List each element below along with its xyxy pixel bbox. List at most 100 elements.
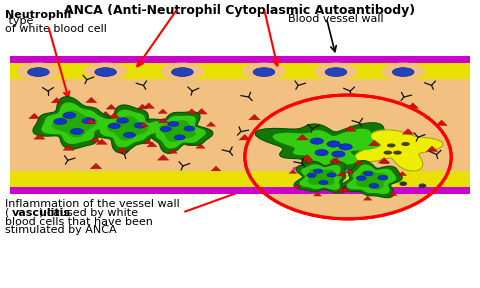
Ellipse shape <box>168 122 179 126</box>
Polygon shape <box>106 104 116 109</box>
Bar <box>0 0 10 288</box>
Bar <box>10 63 470 79</box>
Ellipse shape <box>313 169 323 173</box>
Ellipse shape <box>174 135 185 140</box>
Ellipse shape <box>362 170 406 186</box>
Polygon shape <box>187 109 196 113</box>
Ellipse shape <box>276 170 319 186</box>
Ellipse shape <box>134 123 146 128</box>
Polygon shape <box>142 112 213 153</box>
Polygon shape <box>117 147 127 152</box>
Ellipse shape <box>363 171 373 176</box>
Ellipse shape <box>319 180 328 185</box>
Ellipse shape <box>184 126 195 131</box>
Polygon shape <box>345 126 356 131</box>
Ellipse shape <box>310 138 324 144</box>
Ellipse shape <box>387 143 396 147</box>
Circle shape <box>380 184 388 189</box>
Polygon shape <box>354 160 363 164</box>
Polygon shape <box>109 113 120 118</box>
Polygon shape <box>426 146 438 151</box>
Polygon shape <box>398 172 407 176</box>
Ellipse shape <box>219 174 241 183</box>
Ellipse shape <box>172 68 193 76</box>
Polygon shape <box>41 102 110 144</box>
Polygon shape <box>196 144 205 148</box>
Ellipse shape <box>54 118 67 124</box>
Ellipse shape <box>242 62 286 80</box>
Polygon shape <box>308 169 336 185</box>
Ellipse shape <box>382 62 425 80</box>
Ellipse shape <box>369 183 379 188</box>
Polygon shape <box>71 140 83 146</box>
Circle shape <box>399 181 407 186</box>
Polygon shape <box>293 184 300 188</box>
Ellipse shape <box>392 68 414 76</box>
Polygon shape <box>330 158 342 163</box>
Polygon shape <box>381 160 389 164</box>
Polygon shape <box>33 96 120 149</box>
Text: ANCA (Anti-Neutrophil Cytoplasmic Autoantibody): ANCA (Anti-Neutrophil Cytoplasmic Autoan… <box>64 4 416 17</box>
Ellipse shape <box>393 151 402 155</box>
Ellipse shape <box>315 149 328 156</box>
Ellipse shape <box>36 170 79 186</box>
Ellipse shape <box>161 62 204 80</box>
Polygon shape <box>294 161 346 193</box>
Ellipse shape <box>384 151 392 155</box>
Bar <box>10 171 470 187</box>
Ellipse shape <box>133 174 155 183</box>
Polygon shape <box>157 155 169 160</box>
Polygon shape <box>355 130 443 171</box>
Bar <box>0 194 480 288</box>
Polygon shape <box>144 139 153 144</box>
Ellipse shape <box>122 170 166 186</box>
Polygon shape <box>96 139 108 144</box>
Polygon shape <box>255 123 398 180</box>
Polygon shape <box>300 164 342 190</box>
Polygon shape <box>107 116 148 141</box>
Ellipse shape <box>356 176 366 181</box>
Polygon shape <box>100 111 111 117</box>
Text: of white blood cell: of white blood cell <box>5 24 107 34</box>
Polygon shape <box>337 188 345 192</box>
Polygon shape <box>287 140 299 146</box>
Polygon shape <box>417 126 428 131</box>
Polygon shape <box>158 109 168 113</box>
Polygon shape <box>356 170 388 190</box>
Polygon shape <box>137 104 147 109</box>
Polygon shape <box>86 119 96 124</box>
Polygon shape <box>289 170 297 173</box>
Polygon shape <box>273 129 381 172</box>
Ellipse shape <box>71 128 84 134</box>
Bar <box>10 187 470 194</box>
Polygon shape <box>29 113 40 119</box>
Polygon shape <box>354 109 366 114</box>
Ellipse shape <box>373 174 395 183</box>
Ellipse shape <box>160 126 171 132</box>
Polygon shape <box>90 105 168 153</box>
Text: Neutrophil: Neutrophil <box>5 10 71 20</box>
Text: blood cells that have been: blood cells that have been <box>5 217 153 227</box>
Ellipse shape <box>293 166 350 173</box>
Circle shape <box>303 181 311 185</box>
Polygon shape <box>249 114 260 120</box>
Ellipse shape <box>17 62 60 80</box>
Polygon shape <box>389 192 397 196</box>
Polygon shape <box>159 120 196 142</box>
Polygon shape <box>143 103 155 108</box>
Polygon shape <box>57 100 68 105</box>
Ellipse shape <box>332 151 345 157</box>
Text: Inflammation of the vessel wall: Inflammation of the vessel wall <box>5 199 180 209</box>
Polygon shape <box>346 169 354 173</box>
Polygon shape <box>369 140 380 146</box>
Polygon shape <box>301 155 313 160</box>
Polygon shape <box>158 118 168 123</box>
Circle shape <box>247 96 449 217</box>
Polygon shape <box>297 103 308 108</box>
Polygon shape <box>186 140 198 146</box>
Ellipse shape <box>84 62 127 80</box>
Ellipse shape <box>95 68 116 76</box>
Polygon shape <box>340 160 402 198</box>
Polygon shape <box>63 145 74 150</box>
Polygon shape <box>139 122 149 127</box>
